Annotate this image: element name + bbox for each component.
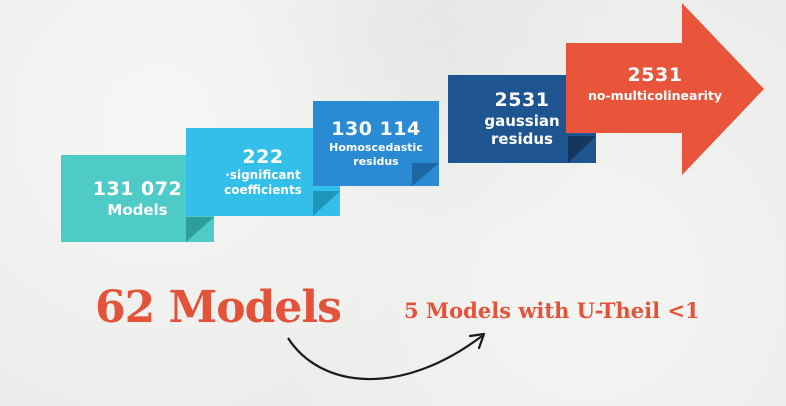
- step-models-label: Models: [107, 200, 168, 219]
- step-significant-label-line1: ·significant: [225, 168, 301, 183]
- result-main: 62 Models: [95, 282, 342, 333]
- step-no-multicolinearity-arrow: [566, 3, 764, 175]
- step-significant-label-line2: coefficients: [224, 183, 302, 198]
- result-final: 5 Models with U-Theil <1: [404, 298, 700, 323]
- step-gaussian-fold: [568, 136, 596, 163]
- step-models-fold: [186, 217, 214, 242]
- step-homoscedastic-label-line1: Homoscedastic: [329, 141, 423, 155]
- step-gaussian-label-line2: residus: [491, 130, 553, 149]
- step-homoscedastic-fold: [412, 163, 439, 186]
- step-gaussian-count: 2531: [494, 88, 550, 111]
- step-homoscedastic-label-line2: residus: [353, 154, 399, 168]
- step-models-count: 131 072: [92, 177, 183, 200]
- step-no-multicolinearity: 2531 no-multicolinearity: [566, 64, 744, 104]
- step-homoscedastic-count: 130 114: [331, 118, 421, 141]
- step-significant-count: 222: [242, 145, 284, 168]
- step-significant-fold: [313, 191, 340, 216]
- curved-arrow-icon: [287, 332, 486, 381]
- step-no-multicolinearity-count: 2531: [627, 64, 683, 86]
- step-homoscedastic-residus: 130 114 Homoscedastic residus: [313, 101, 439, 186]
- step-no-multicolinearity-label: no-multicolinearity: [587, 87, 723, 103]
- step-gaussian-label-line1: gaussian: [484, 111, 560, 130]
